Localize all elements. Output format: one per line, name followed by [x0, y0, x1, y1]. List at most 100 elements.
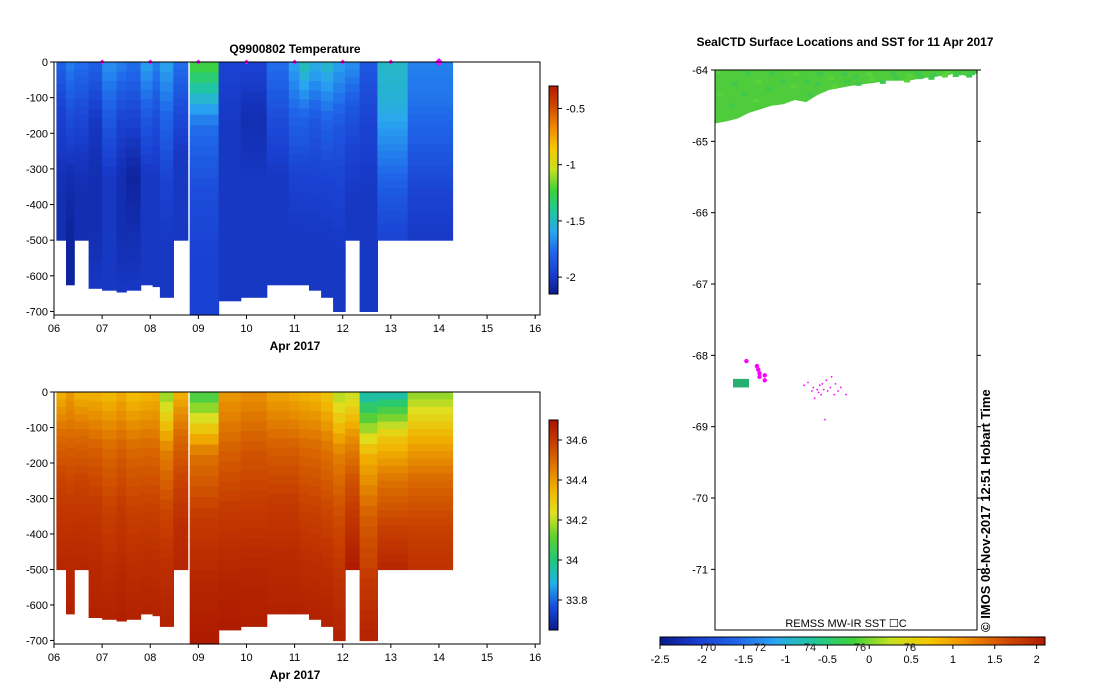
temperature-cell: [140, 256, 154, 267]
temperature-cell: [345, 210, 361, 219]
temperature-xlabel: Apr 2017: [270, 339, 321, 353]
temperature-cell: [377, 173, 409, 182]
salinity-cell: [240, 392, 268, 403]
temperature-cell: [240, 258, 268, 269]
temperature-cell: [299, 173, 310, 184]
temperature-cell: [140, 154, 154, 165]
temperature-cell: [126, 233, 142, 244]
temperature-cell: [266, 71, 290, 82]
temperature-x-axis: 06 07 08 09 10 11 12 13 14 15 16: [48, 315, 541, 335]
temperature-cell: [309, 109, 322, 120]
salinity-cell: [359, 464, 378, 476]
salinity-heatmap: [56, 392, 454, 645]
temperature-cell: [377, 143, 409, 152]
seal-location-point: [756, 367, 761, 372]
salinity-cell: [240, 518, 268, 530]
salinity-cell: [377, 510, 409, 519]
salinity-cell: [56, 414, 67, 423]
salinity-cell: [345, 443, 361, 452]
salinity-cell: [140, 512, 154, 522]
temperature-cell: [126, 109, 142, 120]
temperature-cell: [266, 256, 290, 267]
temperature-cell: [66, 173, 75, 184]
salinity-cell: [345, 495, 361, 504]
temperature-cell: [333, 103, 346, 115]
salinity-cell: [159, 557, 174, 569]
salinity-cell: [66, 567, 75, 578]
salinity-cell: [345, 547, 361, 556]
salinity-cell: [309, 477, 322, 488]
salinity-cell: [333, 433, 346, 445]
temperature-cell: [74, 158, 90, 167]
salinity-cell: [102, 515, 118, 526]
salinity-cell: [159, 577, 174, 588]
salinity-cell: [173, 488, 189, 497]
temperature-cell: [102, 233, 118, 244]
temperature-cell: [321, 238, 334, 249]
salinity-cell: [266, 604, 290, 615]
temperature-cell: [126, 100, 142, 111]
salinity-cell: [56, 554, 67, 563]
temperature-cell: [266, 89, 290, 100]
salinity-panel: 06 07 08 09 10 11 12 13 14 15 16 0 -100 -200 -300 -400…: [26, 387, 587, 682]
salinity-cell: [407, 421, 454, 430]
temperature-cell: [299, 62, 310, 72]
temperature-cell: [309, 90, 322, 101]
salinity-cell: [218, 520, 242, 532]
temperature-cell: [88, 118, 103, 129]
seal-location-point: [762, 378, 767, 383]
salinity-cell: [152, 494, 161, 505]
temperature-cell: [359, 103, 378, 115]
salinity-cell: [218, 501, 242, 512]
temperature-cell: [126, 261, 142, 272]
salinity-cell: [88, 439, 103, 449]
temperature-cell: [173, 173, 189, 182]
salinity-cell: [333, 402, 346, 414]
salinity-cell: [309, 571, 322, 582]
salinity-cell: [299, 539, 310, 550]
salinity-cell: [159, 538, 174, 549]
temperature-cell: [74, 195, 90, 204]
temperature-cell: [173, 136, 189, 145]
salinity-cell: [140, 392, 154, 402]
salinity-cell: [74, 399, 90, 408]
salinity-cell: [173, 465, 189, 474]
salinity-cell: [288, 465, 300, 476]
temperature-cell: [266, 108, 290, 119]
temperature-cell: [126, 280, 142, 291]
temperature-x-tick-label: 06: [48, 323, 60, 335]
salinity-cell: [266, 521, 290, 532]
temperature-cell: [102, 166, 118, 177]
salinity-cell: [321, 392, 334, 403]
sst-pixel: [806, 93, 813, 97]
salinity-cell: [189, 591, 220, 603]
salinity-cell: [299, 502, 310, 513]
temperature-cell: [299, 210, 310, 221]
salinity-cell: [66, 558, 75, 569]
sst-pixel: [917, 75, 924, 80]
salinity-cell: [126, 609, 142, 620]
temperature-cell: [321, 91, 334, 102]
temperature-cell: [299, 266, 310, 277]
salinity-cell: [189, 434, 220, 446]
salinity-cell: [288, 456, 300, 467]
temperature-cell: [159, 218, 174, 230]
sst-colorbar-tick-label: 0: [866, 654, 872, 666]
salinity-cell: [140, 539, 154, 550]
salinity-cell: [240, 548, 268, 559]
temperature-cell: [345, 217, 361, 226]
salinity-cell: [377, 539, 409, 548]
salinity-cell: [266, 392, 290, 402]
salinity-cell: [407, 392, 454, 400]
salinity-cell: [189, 465, 220, 477]
salinity-cell: [407, 399, 454, 408]
salinity-cell: [102, 581, 118, 592]
salinity-y-tick-label: -400: [26, 529, 48, 541]
temperature-cell: [377, 188, 409, 197]
temperature-cell: [218, 201, 242, 212]
sst-pixel: [906, 74, 913, 78]
temperature-cell: [159, 111, 174, 122]
temperature-cell: [56, 62, 67, 70]
temperature-cell: [102, 71, 118, 82]
salinity-cell: [299, 595, 310, 606]
